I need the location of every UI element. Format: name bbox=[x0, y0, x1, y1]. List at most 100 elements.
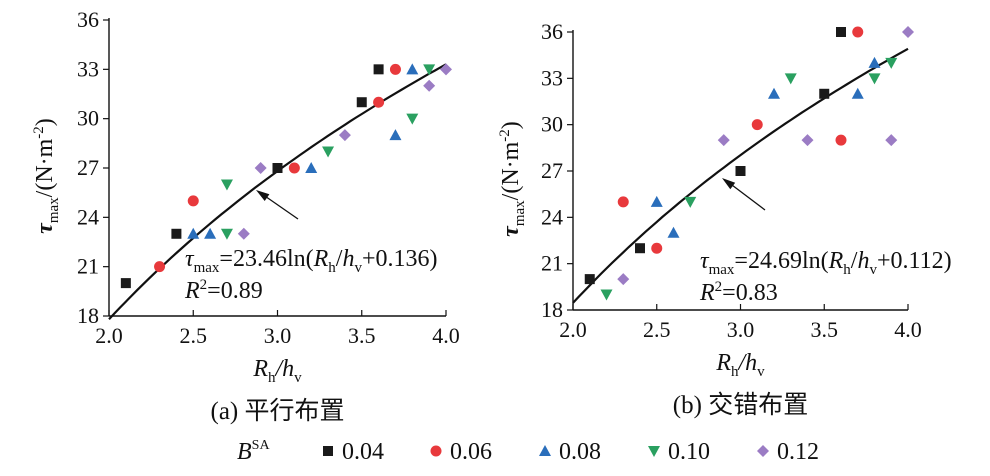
data-point bbox=[584, 274, 595, 285]
x-label-h: /h bbox=[274, 356, 295, 382]
data-point bbox=[272, 163, 283, 173]
y-label-symbol: τ bbox=[32, 222, 58, 234]
y-tick-label: 33 bbox=[77, 56, 99, 81]
data-point bbox=[684, 196, 697, 208]
y-axis-label: τmax/(N·m-2) bbox=[497, 121, 528, 237]
x-label-sub1: h bbox=[731, 364, 739, 380]
data-point bbox=[356, 97, 367, 108]
data-point bbox=[120, 278, 131, 289]
data-point bbox=[600, 289, 613, 301]
y-tick-label: 33 bbox=[541, 65, 563, 90]
legend-title-sup: SA bbox=[252, 438, 271, 453]
arrow-line bbox=[261, 193, 299, 220]
y-label-sub: max bbox=[46, 197, 62, 223]
legend: BSA 0.04 0.06 0.08 0.10 0.12 bbox=[237, 438, 819, 465]
data-point bbox=[902, 26, 914, 38]
data-point bbox=[288, 162, 300, 174]
legend-marker bbox=[648, 446, 660, 457]
data-point bbox=[204, 227, 217, 239]
eq-tau: τ bbox=[185, 246, 195, 272]
r2-sup: 2 bbox=[200, 277, 208, 293]
r2-r: R bbox=[699, 280, 715, 306]
x-label-sub2: v bbox=[757, 364, 765, 380]
data-point bbox=[187, 195, 199, 207]
data-point bbox=[220, 179, 233, 191]
legend-marker bbox=[539, 445, 551, 456]
eq-h: h bbox=[857, 248, 869, 274]
data-point bbox=[423, 79, 436, 92]
data-point bbox=[373, 64, 384, 75]
data-point bbox=[885, 57, 898, 69]
x-label-sub2: v bbox=[294, 370, 302, 386]
series-0.10 bbox=[600, 57, 898, 301]
x-label-r: R bbox=[252, 356, 268, 382]
y-tick-label: 36 bbox=[541, 19, 563, 44]
y-tick-label: 36 bbox=[77, 7, 99, 32]
y-tick-label: 27 bbox=[541, 158, 563, 183]
eq-tail: +0.112) bbox=[877, 248, 952, 274]
data-point bbox=[254, 162, 267, 174]
data-point bbox=[836, 27, 846, 37]
legend-label: 0.08 bbox=[559, 439, 601, 465]
r2-value: =0.83 bbox=[722, 280, 778, 306]
data-point bbox=[338, 129, 351, 142]
chart-b-staggered: 2.0 2.5 3.0 3.5 4.018212427303336τmax/(N·m-2… bbox=[497, 19, 952, 419]
x-tick-label: 4.0 bbox=[432, 323, 460, 348]
eq-tail: +0.136) bbox=[362, 246, 438, 272]
eq-h: h bbox=[342, 246, 354, 272]
x-tick-label: 2.0 bbox=[95, 323, 123, 348]
data-point bbox=[171, 228, 182, 239]
x-axis-label: Rh/hv bbox=[252, 356, 302, 386]
legend-entry: 0.06 bbox=[430, 439, 492, 465]
y-label-symbol: τ bbox=[498, 225, 524, 237]
data-point bbox=[851, 87, 864, 99]
y-tick-label: 27 bbox=[77, 155, 99, 180]
data-point bbox=[650, 195, 663, 207]
fit-r2: R2=0.89 bbox=[184, 277, 263, 304]
eq-sub: max bbox=[709, 262, 735, 278]
x-tick-label: 4.0 bbox=[894, 317, 922, 342]
legend-entry: 0.10 bbox=[648, 439, 710, 465]
data-point bbox=[885, 134, 898, 147]
data-point bbox=[389, 129, 402, 141]
series-0.04 bbox=[120, 64, 384, 289]
data-point bbox=[868, 73, 881, 85]
x-tick-label: 2.5 bbox=[643, 317, 671, 342]
eq-sub-h: h bbox=[843, 262, 851, 278]
eq-sub-h: h bbox=[328, 260, 336, 276]
legend-marker bbox=[430, 445, 442, 457]
fit-curve bbox=[572, 47, 909, 304]
data-point bbox=[423, 64, 436, 76]
x-tick-label: 3.0 bbox=[264, 323, 292, 348]
series-0.06 bbox=[154, 63, 401, 273]
series-0.08 bbox=[187, 63, 419, 239]
legend-entry: 0.12 bbox=[757, 439, 819, 465]
y-tick-label: 30 bbox=[541, 112, 563, 137]
eq-coef: =23.46ln( bbox=[219, 246, 313, 272]
series-0.08 bbox=[650, 56, 881, 238]
legend-title-b: B bbox=[237, 439, 252, 465]
legend-label: 0.10 bbox=[668, 439, 710, 465]
legend-label: 0.12 bbox=[777, 439, 819, 465]
x-label-sub1: h bbox=[268, 370, 276, 386]
eq-r: R bbox=[313, 246, 329, 272]
data-point bbox=[440, 63, 452, 76]
data-point bbox=[784, 73, 797, 85]
data-point bbox=[617, 196, 629, 208]
fit-curve bbox=[108, 63, 447, 320]
x-label-h: /h bbox=[737, 350, 758, 376]
data-point bbox=[305, 162, 318, 173]
y-tick-label: 24 bbox=[541, 204, 563, 229]
r2-sup: 2 bbox=[715, 279, 723, 295]
y-label-sub: max bbox=[512, 200, 528, 226]
series-0.04 bbox=[584, 27, 846, 285]
r2-value: =0.89 bbox=[207, 278, 263, 304]
series-0.10 bbox=[220, 64, 436, 240]
data-point bbox=[768, 87, 780, 99]
y-label-sup: -2 bbox=[31, 126, 47, 139]
fit-equation: τmax=24.69ln(Rh/hv+0.112) bbox=[700, 248, 952, 278]
data-point bbox=[389, 63, 401, 75]
legend-entry: 0.04 bbox=[323, 439, 384, 465]
